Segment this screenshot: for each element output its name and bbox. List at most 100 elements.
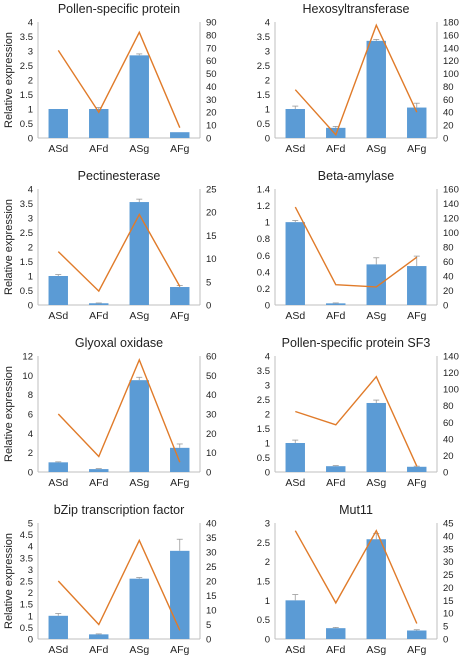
- y-axis-label: Relative expression: [3, 199, 15, 295]
- y-tick-label: 0: [265, 468, 270, 479]
- y2-tick-label: 10: [206, 254, 217, 265]
- y-tick-label: 1.5: [20, 90, 33, 101]
- y2-tick-label: 0: [443, 301, 448, 312]
- y2-tick-label: 70: [206, 43, 217, 54]
- y-tick-label: 0.5: [257, 453, 270, 464]
- x-tick-label: AFd: [89, 310, 108, 322]
- y2-tick-label: 20: [443, 286, 454, 297]
- bar: [129, 578, 149, 639]
- x-tick-label: AFg: [407, 644, 426, 656]
- bar: [366, 539, 386, 639]
- chart-svg: Pectinesterase Relative expression 0 0.5 1 1.…: [3, 169, 217, 322]
- y-tick-label: 10: [22, 371, 33, 382]
- y2-tick-label: 25: [206, 185, 217, 196]
- bar: [366, 402, 386, 472]
- y-tick-label: 1: [265, 596, 270, 607]
- chart-title: Pollen-specific protein SF3: [282, 336, 431, 350]
- y2-tick-label: 30: [443, 557, 454, 568]
- bar: [48, 276, 68, 305]
- y2-tick-label: 20: [443, 451, 454, 462]
- y2-tick-label: 0: [443, 635, 448, 646]
- chart-title: Glyoxal oxidase: [75, 336, 163, 350]
- series-line: [294, 206, 418, 288]
- chart-panel: Pollen-specific protein SF3 0 0.5 1 1.5 2 2.5 3…: [237, 334, 474, 501]
- series-line: [294, 23, 418, 137]
- y-tick-label: 0.5: [257, 119, 270, 130]
- chart-title: Hexosyltransferase: [303, 2, 410, 16]
- bar: [326, 628, 346, 639]
- y-tick-label: 1: [28, 272, 33, 283]
- x-tick-label: ASd: [48, 310, 68, 322]
- y2-tick-label: 5: [206, 277, 211, 288]
- x-tick-label: ASd: [285, 310, 305, 322]
- bar: [89, 469, 109, 472]
- y-tick-label: 4: [265, 352, 270, 363]
- y-tick-label: 0.5: [20, 286, 33, 297]
- y-tick-label: 0: [265, 134, 270, 145]
- chart-panel: Pollen-specific protein Relative expressi…: [0, 0, 237, 167]
- bar: [89, 634, 109, 639]
- y-tick-label: 2.5: [257, 395, 270, 406]
- x-tick-label: AFg: [170, 477, 189, 489]
- y2-tick-label: 30: [206, 95, 217, 106]
- bar: [89, 109, 109, 138]
- y2-tick-label: 40: [443, 108, 454, 119]
- x-tick-label: ASg: [129, 644, 149, 656]
- y-tick-label: 2.5: [257, 61, 270, 72]
- y2-tick-label: 0: [206, 134, 211, 145]
- x-tick-label: ASg: [366, 310, 386, 322]
- y-tick-label: 4: [28, 542, 33, 553]
- chart-panel: Glyoxal oxidase Relative expression 0 2 4 6 8 1…: [0, 334, 237, 501]
- y-tick-label: 4.5: [20, 530, 33, 541]
- bar: [170, 550, 190, 639]
- y2-tick-label: 80: [443, 401, 454, 412]
- y-tick-label: 6: [28, 410, 33, 421]
- y2-tick-label: 40: [206, 519, 217, 530]
- y2-tick-label: 160: [443, 185, 459, 196]
- y2-tick-label: 20: [443, 121, 454, 132]
- y2-tick-label: 10: [206, 121, 217, 132]
- x-tick-label: AFd: [89, 143, 108, 155]
- x-tick-label: ASd: [285, 143, 305, 155]
- x-tick-label: AFd: [89, 477, 108, 489]
- y2-tick-label: 35: [443, 544, 454, 555]
- y-tick-label: 1.5: [257, 90, 270, 101]
- bar: [285, 222, 305, 305]
- y2-tick-label: 140: [443, 199, 459, 210]
- x-tick-label: AFg: [170, 143, 189, 155]
- y-tick-label: 3: [28, 47, 33, 58]
- y2-tick-label: 20: [206, 208, 217, 219]
- y2-tick-label: 25: [206, 562, 217, 573]
- y-tick-label: 2.5: [257, 538, 270, 549]
- chart-svg: Beta-amylase 0 0.2 0.4 0.6 0.8 1 1.2 1.4 0 20 40 60 8…: [257, 169, 459, 322]
- y2-tick-label: 100: [443, 228, 459, 239]
- y2-tick-label: 120: [443, 56, 459, 67]
- y-tick-label: 0.6: [257, 251, 270, 262]
- y-tick-label: 2: [265, 410, 270, 421]
- x-tick-label: ASd: [48, 477, 68, 489]
- y-tick-label: 1: [28, 611, 33, 622]
- chart-panel: Pectinesterase Relative expression 0 0.5 1 1.…: [0, 167, 237, 334]
- y-tick-label: 12: [22, 352, 33, 363]
- bar: [170, 447, 190, 472]
- y-tick-label: 0: [265, 301, 270, 312]
- y2-tick-label: 10: [443, 609, 454, 620]
- y-tick-label: 3.5: [257, 32, 270, 43]
- y-tick-label: 3: [265, 519, 270, 530]
- y-tick-label: 2: [28, 448, 33, 459]
- y-tick-label: 5: [28, 519, 33, 530]
- y-tick-label: 2.5: [20, 577, 33, 588]
- y2-tick-label: 60: [206, 56, 217, 67]
- bar: [366, 264, 386, 305]
- y2-tick-label: 20: [206, 577, 217, 588]
- x-tick-label: AFd: [326, 477, 345, 489]
- chart-panel: Beta-amylase 0 0.2 0.4 0.6 0.8 1 1.2 1.4 0 20 40 60 8…: [237, 167, 474, 334]
- chart-panel: bZip transcription factor Relative expres…: [0, 501, 237, 668]
- y-tick-label: 0.5: [20, 623, 33, 634]
- y-tick-label: 2.5: [20, 228, 33, 239]
- y2-tick-label: 40: [206, 390, 217, 401]
- y2-tick-label: 10: [206, 606, 217, 617]
- y2-tick-label: 120: [443, 214, 459, 225]
- y2-tick-label: 90: [206, 18, 217, 29]
